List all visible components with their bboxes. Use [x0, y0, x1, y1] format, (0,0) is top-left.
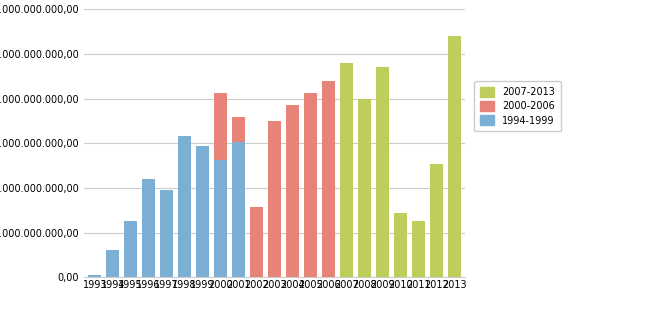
Bar [89, 275, 101, 277]
Bar [304, 93, 317, 277]
Bar [448, 36, 461, 277]
Bar [160, 190, 173, 277]
Bar [412, 221, 425, 277]
Bar [124, 221, 137, 277]
Bar [340, 63, 353, 277]
Legend: 2007-2013, 2000-2006, 1994-1999: 2007-2013, 2000-2006, 1994-1999 [474, 81, 561, 131]
Bar [358, 99, 371, 277]
Bar [340, 80, 353, 277]
Bar [268, 121, 281, 277]
Bar [214, 93, 227, 277]
Bar [232, 117, 245, 277]
Bar [286, 106, 299, 277]
Bar [250, 207, 263, 277]
Bar [232, 142, 245, 277]
Bar [107, 250, 120, 277]
Bar [394, 213, 407, 277]
Bar [376, 67, 389, 277]
Bar [376, 126, 389, 277]
Bar [178, 136, 191, 277]
Bar [358, 140, 371, 277]
Bar [142, 179, 155, 277]
Bar [196, 146, 209, 277]
Bar [214, 160, 227, 277]
Bar [430, 164, 443, 277]
Bar [322, 81, 335, 277]
